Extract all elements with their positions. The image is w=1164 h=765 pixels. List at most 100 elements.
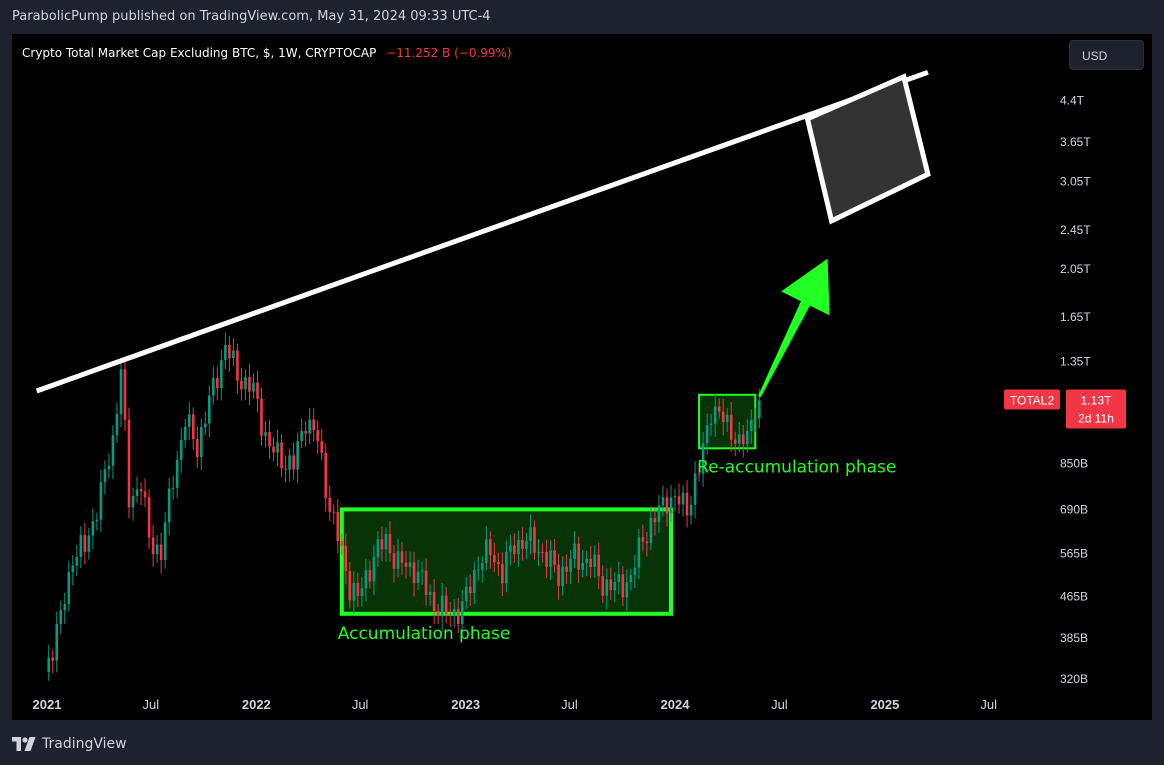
- candle-body: [480, 562, 484, 570]
- reaccumulation-label: Re-accumulation phase: [697, 457, 896, 477]
- candle-body: [665, 497, 669, 514]
- x-tick-label: 2023: [451, 697, 480, 712]
- candle-body: [63, 604, 67, 611]
- tradingview-logo-icon: [12, 737, 36, 751]
- candle-body: [135, 489, 139, 497]
- candle-body: [372, 556, 376, 582]
- candle-body: [123, 369, 127, 420]
- candle-body: [697, 473, 701, 475]
- candle-body: [344, 545, 348, 572]
- candle-body: [199, 427, 203, 458]
- candle-body: [733, 439, 737, 444]
- candle-body: [517, 539, 520, 555]
- candle-body: [95, 519, 99, 522]
- candle-body: [224, 344, 227, 361]
- candle-body: [525, 540, 528, 549]
- candle-body: [537, 551, 540, 553]
- candle-body: [420, 570, 424, 572]
- candle-body: [557, 564, 560, 587]
- candle-body: [693, 473, 697, 505]
- candle-body: [617, 574, 621, 582]
- candle-body: [436, 610, 440, 617]
- candle-body: [244, 376, 247, 390]
- candle-body: [232, 350, 235, 359]
- candle-body: [404, 562, 408, 567]
- candle-body: [501, 564, 504, 584]
- x-tick-label: Jul: [352, 697, 369, 712]
- candle-body: [577, 543, 580, 570]
- candle-body: [641, 537, 645, 542]
- brand-name: TradingView: [42, 736, 127, 752]
- symbol-tag-label: TOTAL2: [1010, 394, 1055, 408]
- candle-body: [677, 496, 681, 505]
- accumulation-label: Accumulation phase: [338, 624, 511, 644]
- y-tick-label: 3.05T: [1060, 174, 1091, 188]
- chart-area[interactable]: 4.4T 3.65T 3.05T 2.45T 2.05T 1.65T 1.35T 850B 69…: [12, 34, 1152, 720]
- candle-body: [737, 434, 741, 444]
- candle-body: [248, 376, 251, 392]
- candle-body: [187, 414, 191, 427]
- candle-body: [456, 609, 460, 624]
- candle-body: [212, 377, 215, 396]
- candle-body: [376, 539, 380, 557]
- candle-body: [163, 522, 167, 560]
- candle-body: [280, 442, 283, 469]
- candle-body: [167, 488, 171, 523]
- candle-body: [729, 414, 733, 440]
- candle-body: [300, 430, 303, 442]
- x-tick-label: 2024: [661, 697, 691, 712]
- candle-body: [264, 431, 267, 436]
- symbol-title: Crypto Total Market Cap Excluding BTC, $…: [22, 46, 377, 60]
- candle-body: [581, 562, 584, 570]
- candle-body: [364, 570, 368, 589]
- candle-body: [553, 550, 556, 565]
- candle-body: [356, 582, 360, 597]
- candle-body: [689, 504, 693, 516]
- candle-body: [669, 497, 673, 514]
- tradingview-brand[interactable]: TradingView: [12, 734, 127, 754]
- candle-body: [155, 544, 159, 555]
- candle-body: [673, 496, 677, 498]
- candle-body: [47, 657, 51, 673]
- candle-body: [107, 465, 111, 470]
- candle-body: [758, 400, 761, 419]
- y-tick-label: 1.35T: [1060, 354, 1091, 368]
- candle-body: [384, 534, 388, 550]
- candle-body: [115, 413, 119, 436]
- candle-body: [320, 441, 324, 453]
- symbol-tag: [1004, 389, 1060, 410]
- x-tick-label: Jul: [980, 697, 997, 712]
- candle-body: [400, 551, 404, 563]
- candle-body: [633, 567, 637, 576]
- candle-body: [416, 571, 420, 583]
- candle-body: [713, 406, 717, 424]
- candle-body: [593, 554, 597, 568]
- candle-body: [228, 344, 231, 359]
- candle-body: [220, 360, 223, 389]
- candle-body: [621, 574, 625, 598]
- candle-body: [183, 426, 187, 441]
- candle-body: [119, 369, 123, 414]
- candle-body: [709, 423, 713, 426]
- candle-body: [139, 489, 143, 492]
- candle-body: [460, 601, 464, 624]
- chart-legend[interactable]: Crypto Total Market Cap Excluding BTC, $…: [22, 46, 512, 60]
- x-tick-label: 2025: [870, 697, 899, 712]
- candle-body: [272, 446, 275, 453]
- candle-body: [216, 377, 219, 389]
- candle-body: [440, 595, 444, 617]
- candle-body: [657, 505, 661, 523]
- candle-body: [340, 540, 344, 546]
- candle-body: [589, 558, 592, 568]
- target-arrow: [758, 258, 830, 398]
- candle-body: [685, 492, 689, 516]
- candle-body: [573, 543, 576, 559]
- candle-body: [67, 572, 71, 605]
- currency-button[interactable]: USD: [1069, 40, 1144, 70]
- candle-body: [597, 554, 601, 577]
- candle-body: [476, 569, 480, 571]
- price-chart[interactable]: 4.4T 3.65T 3.05T 2.45T 2.05T 1.65T 1.35T 850B 69…: [12, 34, 1152, 720]
- candle-body: [396, 551, 400, 569]
- last-price-tag: [1066, 389, 1126, 429]
- candle-body: [717, 406, 721, 412]
